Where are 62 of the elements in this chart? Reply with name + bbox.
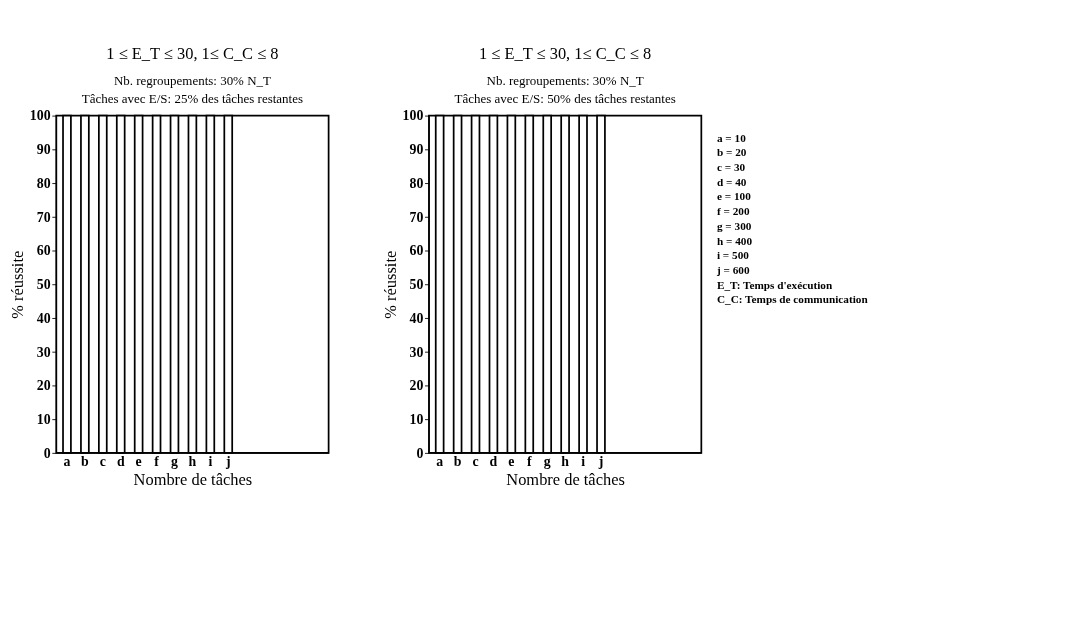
x-tick-label: i — [208, 454, 213, 470]
y-tick-label: 30 — [36, 344, 51, 360]
chart-title: 1 ≤ E_T ≤ 30, 1≤ C_C ≤ 8 — [106, 43, 279, 63]
x-tick-label: j — [597, 454, 604, 470]
x-tick-label: b — [81, 454, 90, 470]
chart-subtitle: Nb. regroupements: 30% N_T Tâches avec E/S: 25% des tâches restantes — [81, 72, 303, 106]
y-tick-label: 80 — [36, 175, 51, 191]
text: a = 10 — [716, 131, 747, 144]
y-tick-label: 0 — [416, 445, 424, 461]
x-tick-label: i — [581, 454, 586, 470]
x-tick-label: f — [526, 454, 532, 470]
y-tick-label: 10 — [409, 411, 424, 427]
text: b = 20 — [716, 146, 747, 159]
y-tick-label: 100 — [29, 108, 51, 124]
chart-subtitle: Nb. regroupements: 30% N_T Tâches avec E/S: 50% des tâches restantes — [454, 72, 676, 106]
x-tick-label: e — [135, 454, 142, 470]
text: e = 100 — [716, 190, 752, 203]
text: c = 30 — [716, 161, 746, 174]
y-tick-label: 20 — [36, 378, 51, 394]
text: C_C: Temps de communication — [716, 293, 869, 306]
text: i = 500 — [716, 249, 750, 262]
y-tick-label: 40 — [409, 310, 424, 326]
y-tick-label: 60 — [36, 243, 51, 259]
y-axis-title: % réussite — [7, 250, 27, 319]
y-tick-label: 10 — [36, 411, 51, 427]
x-axis-title: Nombre de tâches — [133, 470, 253, 490]
x-tick-label: a — [63, 454, 71, 470]
x-tick-label: e — [508, 454, 515, 470]
x-tick-label: c — [472, 454, 479, 470]
y-tick-label: 0 — [43, 445, 51, 461]
text: h = 400 — [716, 234, 753, 247]
y-tick-label: 100 — [402, 108, 424, 124]
y-tick-label: 30 — [409, 344, 424, 360]
y-axis-title: % réussite — [380, 250, 400, 319]
x-tick-label: g — [543, 454, 551, 470]
y-tick-label: 40 — [36, 310, 51, 326]
text: f = 200 — [716, 205, 750, 218]
x-tick-label: d — [116, 454, 125, 470]
y-tick-label: 70 — [36, 209, 51, 225]
x-tick-label: g — [171, 454, 179, 470]
x-tick-label: d — [489, 454, 498, 470]
text: g = 300 — [716, 219, 752, 232]
y-tick-label: 50 — [36, 277, 51, 293]
y-tick-label: 90 — [36, 142, 51, 158]
text: d = 40 — [716, 175, 747, 188]
x-tick-label: a — [436, 454, 444, 470]
x-tick-label: c — [99, 454, 106, 470]
x-axis-title: Nombre de tâches — [506, 470, 625, 490]
x-tick-label: h — [561, 454, 570, 470]
text: j = 600 — [715, 263, 750, 276]
chart-title: 1 ≤ E_T ≤ 30, 1≤ C_C ≤ 8 — [479, 43, 652, 63]
x-tick-label: h — [188, 454, 197, 470]
text: E_T: Temps d'exécution — [716, 278, 833, 291]
y-tick-label: 80 — [409, 175, 424, 191]
y-tick-label: 70 — [409, 209, 424, 225]
y-tick-label: 90 — [409, 142, 424, 158]
y-tick-label: 50 — [409, 277, 424, 293]
x-tick-label: f — [154, 454, 160, 470]
x-tick-label: j — [224, 454, 231, 470]
x-tick-label: b — [453, 454, 462, 470]
y-tick-label: 60 — [409, 243, 424, 259]
y-tick-label: 20 — [409, 378, 424, 394]
